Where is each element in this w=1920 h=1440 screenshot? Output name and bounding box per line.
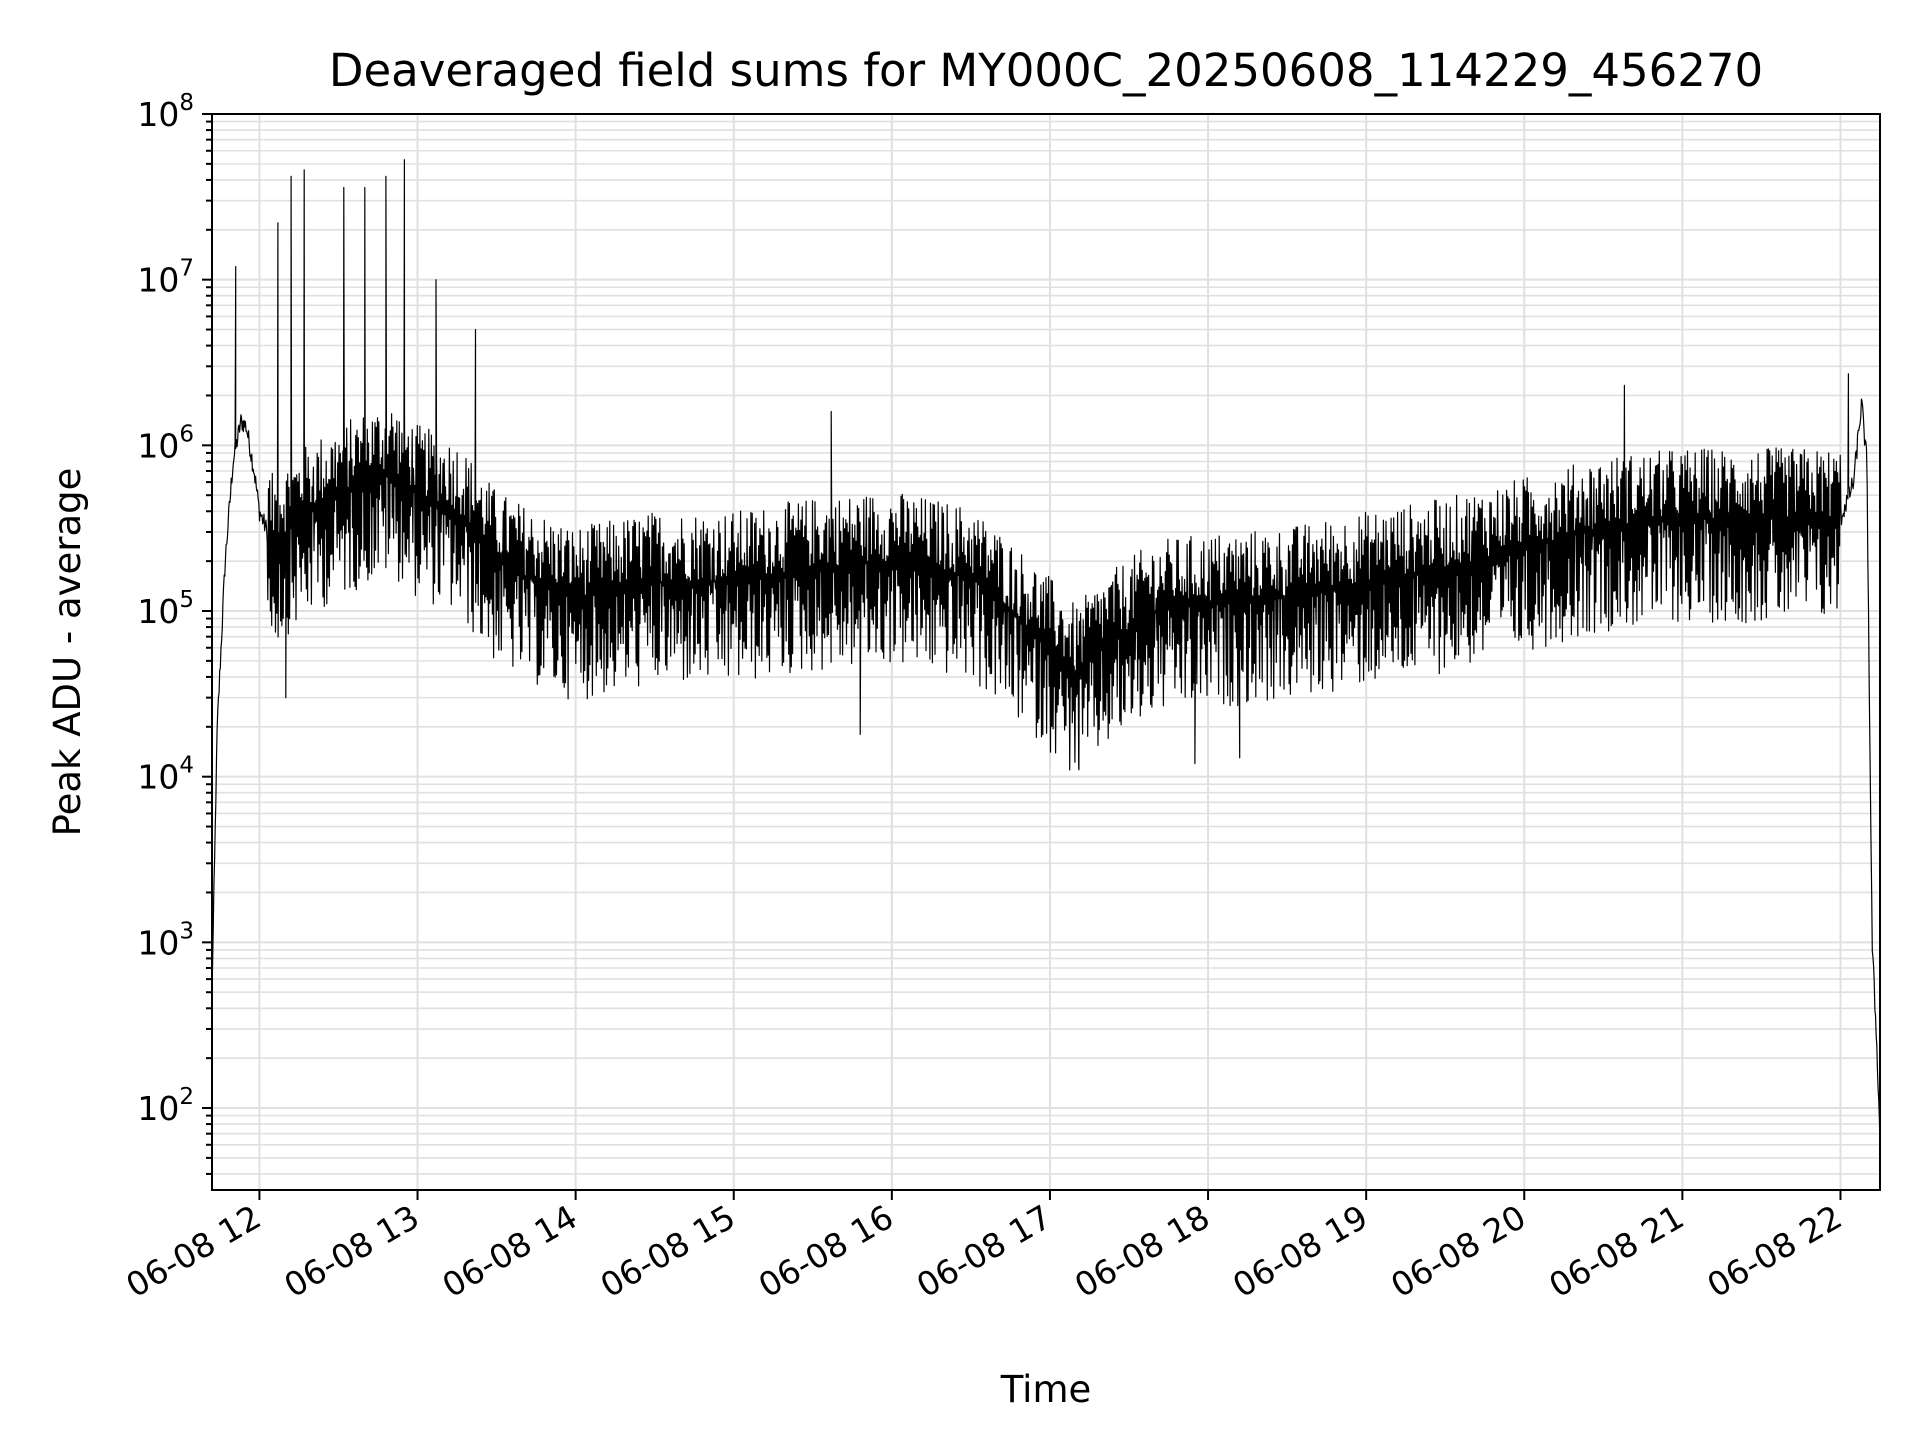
plot-frame: [211, 113, 1881, 1191]
y-tick-label: 102: [137, 1084, 194, 1128]
y-tick-label: 104: [137, 753, 194, 797]
y-axis: 102 103 104 105 106 107 108: [137, 90, 212, 1175]
plot-area: [211, 159, 1881, 1148]
chart-title: Deaveraged field sums for MY000C_2025060…: [329, 44, 1763, 97]
y-tick-label: 105: [137, 587, 194, 631]
y-tick-label: 106: [137, 421, 194, 465]
y-tick-label: 107: [137, 256, 194, 300]
y-tick-label: 108: [137, 90, 194, 134]
y-tick-label: 103: [137, 918, 194, 962]
x-axis-label: Time: [1000, 1368, 1092, 1411]
series-line: [211, 159, 1881, 1148]
y-axis-label: Peak ADU - average: [46, 468, 89, 837]
